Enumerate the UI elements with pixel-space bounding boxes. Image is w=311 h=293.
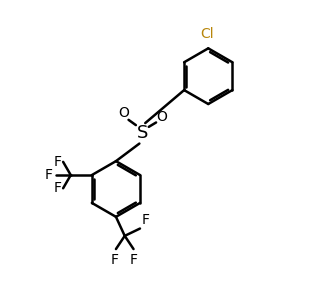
Text: F: F <box>142 213 150 227</box>
Text: F: F <box>54 181 62 195</box>
Text: F: F <box>54 155 62 169</box>
Text: F: F <box>44 168 53 182</box>
Text: Cl: Cl <box>200 27 214 41</box>
Text: O: O <box>156 110 167 124</box>
Text: O: O <box>119 106 130 120</box>
Text: S: S <box>137 124 148 142</box>
Text: F: F <box>129 253 137 267</box>
Text: F: F <box>110 253 118 267</box>
